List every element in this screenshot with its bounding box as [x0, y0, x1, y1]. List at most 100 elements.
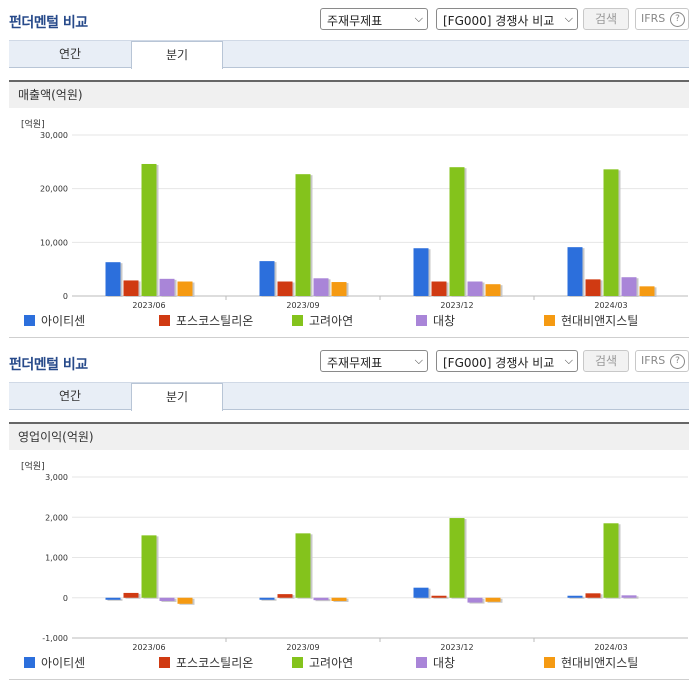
bar	[331, 597, 347, 601]
search-button[interactable]: 검색	[583, 350, 629, 372]
peer-select[interactable]: [FG000] 경쟁사 비교 ⌵	[436, 350, 578, 372]
y-tick-label: 1,000	[45, 554, 68, 563]
legend-item[interactable]: 대창	[416, 312, 455, 329]
legend-label: 현대비앤지스틸	[561, 656, 639, 670]
fundamental-panel-operating-profit: 펀더멘털 비교 주재무제표 ⌵ [FG000] 경쟁사 비교 ⌵ 검색 IFRS? …	[0, 342, 696, 684]
x-tick-label: 2023/09	[286, 301, 319, 308]
legend-swatch	[159, 657, 170, 668]
bar	[413, 248, 429, 296]
statement-select-value: 주재무제표	[327, 356, 383, 370]
legend-item[interactable]: 고려아연	[292, 654, 353, 671]
bar	[431, 281, 447, 296]
legend-item[interactable]: 고려아연	[292, 312, 353, 329]
legend-swatch	[416, 315, 427, 326]
bar	[621, 277, 637, 296]
legend-item[interactable]: 포스코스틸리온	[159, 654, 253, 671]
bar	[259, 597, 275, 600]
ifrs-label: IFRS	[641, 354, 666, 367]
legend-label: 고려아연	[309, 314, 354, 328]
bar	[159, 597, 175, 601]
peer-select-value: [FG000] 경쟁사 비교	[443, 14, 555, 28]
legend-item[interactable]: 현대비앤지스틸	[544, 654, 638, 671]
legend-label: 대창	[433, 656, 456, 670]
peer-select-value: [FG000] 경쟁사 비교	[443, 356, 555, 370]
help-icon[interactable]: ?	[670, 12, 685, 27]
bar	[313, 278, 329, 296]
bar	[567, 595, 583, 598]
tab-quarterly[interactable]: 분기	[131, 41, 223, 69]
y-tick-label: -1,000	[42, 634, 68, 643]
legend-swatch	[24, 315, 35, 326]
chevron-down-icon: ⌵	[414, 354, 423, 367]
legend-swatch	[24, 657, 35, 668]
tab-annual[interactable]: 연간	[58, 47, 82, 61]
bar	[603, 523, 619, 598]
bar	[123, 592, 139, 598]
legend-swatch	[544, 315, 555, 326]
bar	[585, 593, 601, 598]
legend-label: 아이티센	[41, 656, 86, 670]
legend-item[interactable]: 아이티센	[24, 654, 85, 671]
ifrs-button[interactable]: IFRS?	[635, 350, 689, 372]
revenue-chart: [억원] 0 10,000 20,000 30,000 2023/06 2023/09 20…	[9, 108, 689, 338]
x-tick-label: 2023/06	[132, 301, 165, 308]
bar	[485, 597, 501, 602]
bar	[313, 597, 329, 601]
tab-annual[interactable]: 연간	[58, 389, 82, 403]
legend-swatch	[292, 315, 303, 326]
legend-label: 현대비앤지스틸	[561, 314, 639, 328]
x-tick-label: 2023/12	[440, 643, 473, 650]
y-tick-label: 3,000	[45, 473, 68, 482]
y-tick-label: 10,000	[40, 238, 68, 247]
bar	[621, 595, 637, 598]
bar	[295, 174, 311, 296]
bar	[567, 247, 583, 296]
bar	[177, 597, 193, 604]
operating-profit-chart-svg: -1,000 0 1,000 2,000 3,000 2023/06 2023/09 2023…	[42, 473, 688, 650]
bar	[123, 280, 139, 296]
search-button[interactable]: 검색	[583, 8, 629, 30]
legend-label: 포스코스틸리온	[176, 314, 254, 328]
legend-item[interactable]: 대창	[416, 654, 455, 671]
chart-legend: 아이티센 포스코스틸리온 고려아연 대창 현대비앤지스틸	[9, 312, 689, 330]
x-tick-label: 2023/06	[132, 643, 165, 650]
bar	[413, 587, 429, 598]
bar	[467, 281, 483, 296]
legend-swatch	[416, 657, 427, 668]
bar	[449, 167, 465, 296]
legend-item[interactable]: 아이티센	[24, 312, 85, 329]
statement-select[interactable]: 주재무제표 ⌵	[320, 350, 428, 372]
chart-legend: 아이티센 포스코스틸리온 고려아연 대창 현대비앤지스틸	[9, 654, 689, 672]
bar	[277, 594, 293, 598]
period-tabs: 연간 분기	[9, 40, 689, 69]
legend-item[interactable]: 현대비앤지스틸	[544, 312, 638, 329]
legend-label: 대창	[433, 314, 456, 328]
statement-select[interactable]: 주재무제표 ⌵	[320, 8, 428, 30]
ifrs-button[interactable]: IFRS?	[635, 8, 689, 30]
y-tick-label: 30,000	[40, 131, 68, 140]
bar	[105, 262, 121, 296]
y-tick-label: 0	[63, 292, 68, 301]
bar	[467, 597, 483, 603]
bar	[603, 169, 619, 296]
tab-quarterly[interactable]: 분기	[131, 383, 223, 411]
bar	[177, 281, 193, 296]
peer-select[interactable]: [FG000] 경쟁사 비교 ⌵	[436, 8, 578, 30]
chart-unit: [억원]	[21, 120, 45, 130]
revenue-chart-svg: 0 10,000 20,000 30,000 2023/06 2023/09 2023/12…	[40, 131, 688, 308]
bar	[449, 518, 465, 598]
legend-swatch	[159, 315, 170, 326]
legend-item[interactable]: 포스코스틸리온	[159, 312, 253, 329]
bar	[259, 261, 275, 296]
x-tick-label: 2023/09	[286, 643, 319, 650]
operating-profit-chart: [억원] -1,000 0 1,000 2,000 3,000 2023/06 2023/0…	[9, 450, 689, 680]
section-title: 영업이익(억원)	[9, 422, 689, 450]
help-icon[interactable]: ?	[670, 354, 685, 369]
fundamental-panel-revenue: 펀더멘털 비교 주재무제표 ⌵ [FG000] 경쟁사 비교 ⌵ 검색 IFRS? …	[9, 8, 689, 338]
x-tick-label: 2024/03	[594, 643, 627, 650]
y-tick-label: 20,000	[40, 185, 68, 194]
chart-unit: [억원]	[21, 462, 45, 472]
chevron-down-icon: ⌵	[564, 12, 573, 25]
bar	[585, 279, 601, 296]
bar	[159, 278, 175, 296]
